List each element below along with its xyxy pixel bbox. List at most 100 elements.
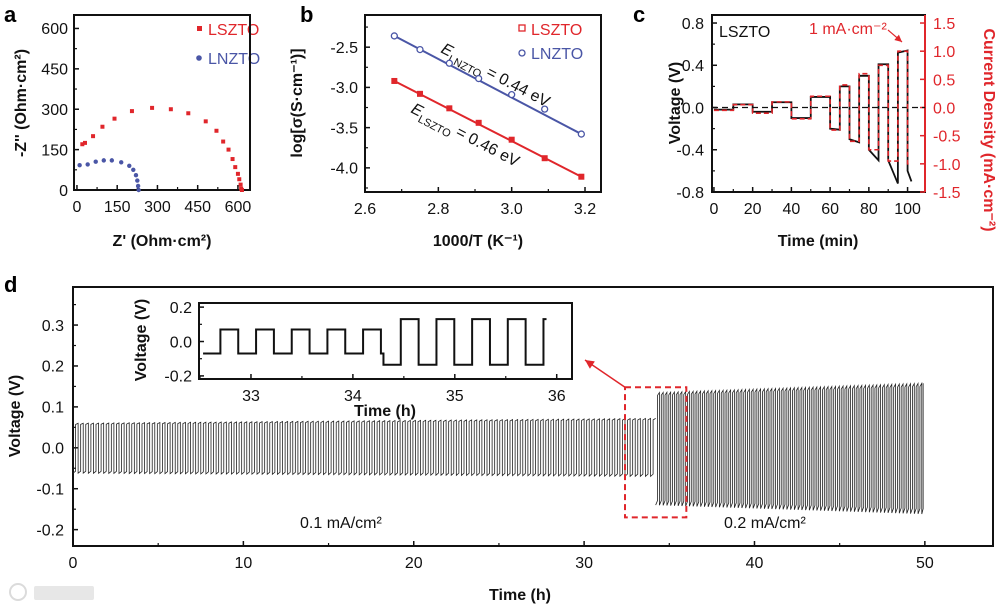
- data-point-lszto: [80, 142, 85, 147]
- panel-c-ytick-label: -0.8: [676, 185, 704, 202]
- inset-xtick-label: 34: [344, 388, 362, 405]
- legend-marker-lszto: [518, 24, 526, 32]
- inset-ytick-label: 0.2: [170, 300, 192, 317]
- panel-a-ytick-label: 0: [59, 183, 68, 200]
- data-point-lnzto: [508, 91, 516, 99]
- legend-label-lnzto: LNZTO: [531, 46, 583, 63]
- panel-a-xtick-label: 150: [104, 199, 131, 216]
- panel-d-xlabel: Time (h): [489, 587, 551, 604]
- data-point-lszto: [203, 119, 208, 124]
- fit-line-lnzto: [393, 35, 582, 135]
- data-point-lnzto: [445, 59, 453, 67]
- panel-b-ytick-label: -2.5: [330, 40, 358, 57]
- panel-c-right-ytick-label: 1.5: [933, 16, 955, 33]
- panel-b-ylabel: log[σ(S·cm⁻¹)]: [289, 48, 306, 157]
- data-point-lszto: [150, 105, 155, 110]
- panel-a-xlabel: Z' (Ohm·cm²): [113, 233, 212, 250]
- data-point-lszto: [226, 147, 231, 152]
- panel-c-xtick-label: 100: [894, 201, 921, 218]
- panel-b-xtick-label: 3.0: [501, 201, 523, 218]
- watermark-logo: [9, 583, 94, 601]
- data-point-lszto: [541, 155, 548, 162]
- current-annotation: 1 mA·cm⁻²: [809, 21, 887, 38]
- data-point-lszto: [129, 109, 134, 114]
- data-point-lnzto: [541, 105, 549, 113]
- data-point-lnzto: [475, 74, 483, 83]
- panel-c-right-ytick-label: 0.5: [933, 72, 955, 89]
- data-point-lszto: [508, 136, 515, 143]
- data-point-lnzto: [127, 163, 132, 168]
- data-point-lszto: [186, 111, 191, 116]
- zoom-arrow: [584, 359, 626, 388]
- phase-label-0.1: 0.1 mA/cm²: [300, 515, 382, 532]
- voltage-trace-phase-1: [72, 417, 656, 478]
- panel-a-frame: [73, 14, 251, 191]
- panel-c-rate-performance-plot: Voltage (V) Current Density (mA·cm⁻²) Ti…: [667, 14, 997, 250]
- data-point-lszto: [235, 171, 240, 176]
- data-point-lnzto: [77, 163, 82, 168]
- panel-d-ytick-label: 0.3: [42, 318, 64, 335]
- data-point-lszto: [391, 77, 398, 84]
- data-point-lnzto: [390, 32, 398, 40]
- data-point-lnzto: [85, 162, 90, 167]
- data-point-lnzto: [119, 160, 124, 165]
- panel-c-xtick-label: 60: [821, 201, 839, 218]
- panel-c-right-ytick-label: -1.5: [933, 185, 961, 202]
- panel-b-xtick-label: 3.2: [574, 201, 596, 218]
- panel-b-ytick-label: -3.5: [330, 120, 358, 137]
- panel-a-xtick-label: 600: [225, 199, 252, 216]
- panel-a-ytick-label: 150: [41, 142, 68, 159]
- data-point-lnzto: [131, 167, 136, 173]
- data-point-lnzto: [416, 45, 424, 54]
- panel-c-xtick-label: 0: [709, 201, 718, 218]
- panel-c-right-ytick-label: -1.0: [933, 157, 961, 174]
- panel-b-xtick-label: 2.6: [354, 201, 376, 218]
- panel-c-ytick-label: 0.4: [682, 58, 704, 75]
- panel-c-ytick-label: 0.0: [682, 100, 704, 117]
- panel-a-xtick-label: 300: [144, 199, 171, 216]
- data-point-lszto: [446, 105, 453, 112]
- panel-b-xtick-label: 2.8: [427, 201, 449, 218]
- panel-a-xtick-label: 0: [72, 199, 81, 216]
- data-point-lszto: [578, 173, 585, 180]
- data-point-lszto: [239, 188, 244, 192]
- panel-c-xtick-label: 80: [860, 201, 878, 218]
- data-point-lnzto: [109, 158, 115, 163]
- panel-label-a: a: [4, 2, 17, 27]
- current-density-curve: [713, 50, 912, 165]
- panel-d-xtick-label: 10: [234, 555, 252, 572]
- data-point-lszto: [168, 107, 173, 112]
- data-point-lnzto: [135, 178, 140, 183]
- data-point-lnzto: [577, 130, 585, 138]
- data-point-lszto: [475, 119, 482, 126]
- inset-ytick-label: -0.2: [164, 369, 192, 386]
- panel-label-d: d: [4, 272, 17, 297]
- data-point-lnzto: [133, 172, 139, 178]
- panel-a-ytick-label: 450: [41, 62, 68, 79]
- panel-c-xtick-label: 40: [782, 201, 800, 218]
- data-point-lszto: [100, 124, 105, 129]
- panel-d-xtick-label: 30: [575, 555, 593, 572]
- panel-d-ytick-label: 0.1: [42, 400, 64, 417]
- panel-b-arrhenius-plot: log[σ(S·cm⁻¹)] 1000/T (K⁻¹) LSZTO LNZTO …: [289, 14, 602, 250]
- panel-d-ytick-label: -0.2: [36, 522, 64, 539]
- panel-c-ytick-label: -0.4: [676, 143, 704, 160]
- inset-xtick-label: 36: [548, 388, 566, 405]
- data-point-lszto: [221, 139, 226, 144]
- panel-b-ytick-label: -4.0: [330, 161, 358, 178]
- inset-xtick-label: 35: [446, 388, 464, 405]
- inset-ylabel: Voltage (V): [133, 299, 150, 381]
- panel-d-xtick-label: 40: [746, 555, 764, 572]
- voltage-trace-phase-2: [655, 381, 924, 515]
- data-point-lszto: [417, 90, 424, 97]
- data-point-lszto: [83, 140, 87, 145]
- panel-c-xlabel: Time (min): [778, 233, 859, 250]
- panel-c-right-ytick-label: -0.5: [933, 129, 961, 146]
- panel-c-ytick-label: 0.8: [682, 16, 704, 33]
- panel-label-c: c: [633, 2, 645, 27]
- panel-a-ylabel: -Z'' (Ohm·cm²): [13, 49, 30, 157]
- legend-label-lnzto: LNZTO: [208, 51, 260, 68]
- panel-b-ytick-label: -3.0: [330, 80, 358, 97]
- panel-label-b: b: [300, 2, 313, 27]
